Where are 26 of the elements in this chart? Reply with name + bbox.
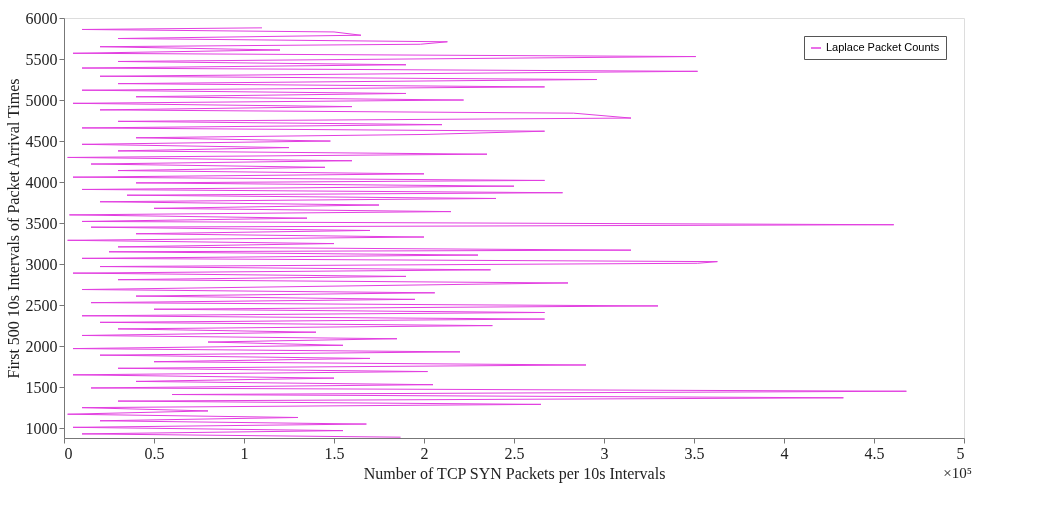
text: ×10⁵ (943, 465, 972, 481)
y-tick-label: 6000 (25, 9, 58, 27)
y-tick-label: 2000 (25, 337, 58, 355)
y-tick-label: 3500 (25, 214, 58, 232)
x-tick-label: 4 (780, 444, 789, 462)
x-axis-title: Number of TCP SYN Packets per 10s Intervals (363, 464, 666, 483)
y-tick-label: 5500 (25, 50, 58, 68)
x-tick-label: 1.5 (324, 444, 345, 462)
y-tick-label: 1500 (25, 378, 58, 396)
x-tick-label: 2.5 (504, 444, 525, 462)
y-tick-label: 5000 (25, 91, 58, 109)
x-tick-label: 5 (956, 444, 965, 462)
y-tick-label: 3000 (25, 255, 58, 273)
x-tick-label: 4.5 (864, 444, 885, 462)
y-tick-label: 1000 (25, 419, 58, 437)
x-tick-label: 3.5 (684, 444, 705, 462)
y-tick-label: 4000 (25, 173, 58, 191)
x-tick-label: 0.5 (144, 444, 165, 462)
x-tick-label: 0 (64, 444, 73, 462)
y-tick-label: 2500 (25, 296, 58, 314)
y-tick-label: 4500 (25, 132, 58, 150)
legend-label: Laplace Packet Counts (826, 41, 940, 53)
x-tick-label: 2 (420, 444, 429, 462)
x-tick-label: 1 (240, 444, 249, 462)
x-tick-label: 3 (600, 444, 609, 462)
y-axis-title: First 500 10s Intervals of Packet Arrival Times (4, 78, 22, 379)
